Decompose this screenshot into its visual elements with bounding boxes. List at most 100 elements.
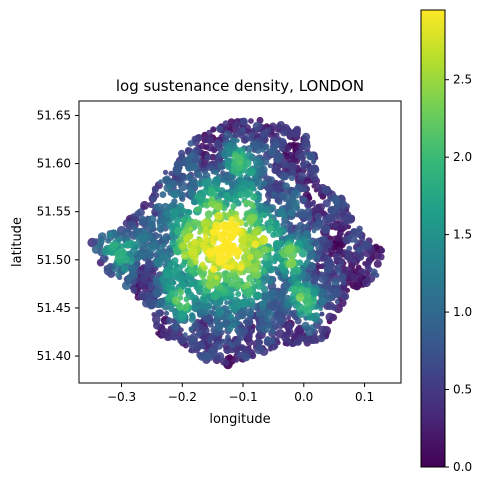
- scatter-point: [228, 264, 234, 270]
- scatter-point: [227, 118, 235, 126]
- scatter-point: [135, 255, 142, 262]
- scatter-point: [175, 218, 181, 224]
- scatter-point: [252, 157, 262, 167]
- scatter-point: [304, 212, 313, 220]
- scatter-point: [190, 162, 199, 172]
- y-tick-label: 51.65: [37, 108, 71, 122]
- scatter-point: [276, 198, 283, 205]
- scatter-point: [224, 180, 230, 186]
- scatter-point: [284, 193, 291, 200]
- scatter-point: [282, 182, 291, 191]
- scatter-point: [280, 129, 288, 137]
- scatter-point: [251, 228, 259, 237]
- scatter-point: [321, 235, 327, 241]
- scatter-point: [194, 206, 201, 213]
- scatter-point: [233, 357, 239, 363]
- y-tick-label: 51.60: [37, 157, 71, 171]
- scatter-point: [191, 218, 199, 226]
- scatter-point: [202, 226, 209, 232]
- scatter-point: [233, 144, 238, 150]
- scatter-point: [144, 251, 153, 259]
- scatter-point: [350, 273, 357, 280]
- scatter-point: [377, 253, 385, 261]
- scatter-point: [259, 235, 269, 245]
- scatter-point: [245, 215, 256, 225]
- scatter-point: [267, 176, 276, 185]
- scatter-point: [321, 246, 328, 253]
- scatter-point: [167, 185, 173, 190]
- scatter-point: [231, 225, 241, 235]
- scatter-point: [163, 175, 172, 184]
- scatter-point: [280, 287, 289, 296]
- scatter-point: [302, 132, 311, 141]
- scatter-point: [114, 249, 123, 258]
- scatter-point: [121, 255, 130, 264]
- scatter-point: [254, 146, 262, 154]
- scatter-point: [318, 306, 323, 312]
- colorbar: [420, 9, 446, 468]
- scatter-point: [194, 192, 203, 201]
- scatter-point: [282, 283, 288, 289]
- scatter-point: [260, 130, 269, 139]
- scatter-point: [182, 332, 188, 338]
- scatter-point: [298, 248, 308, 258]
- scatter-point: [146, 243, 157, 253]
- scatter-point: [201, 352, 211, 361]
- x-axis: −0.3 −0.2 −0.1 0.0 0.1: [107, 383, 374, 404]
- scatter-point: [185, 166, 191, 172]
- scatter-point: [286, 315, 291, 321]
- scatter-point: [115, 271, 122, 278]
- scatter-point: [249, 352, 257, 360]
- scatter-point: [273, 164, 279, 170]
- scatter-point: [177, 288, 185, 296]
- scatter-point: [216, 125, 224, 133]
- scatter-point: [264, 183, 274, 193]
- scatter-point: [222, 120, 230, 127]
- scatter-point: [325, 312, 335, 322]
- scatter-point: [252, 293, 257, 299]
- scatter-point: [214, 340, 224, 350]
- scatter-point: [321, 210, 328, 217]
- scatter-point: [257, 184, 263, 191]
- scatter-point: [155, 288, 163, 296]
- colorbar-axis: 0.0 0.5 1.0 1.5 2.0 2.5: [445, 73, 472, 474]
- scatter-point: [223, 192, 231, 201]
- scatter-point: [165, 317, 173, 325]
- scatter-point: [183, 236, 190, 244]
- scatter-point: [171, 296, 181, 305]
- scatter-point: [325, 214, 334, 223]
- scatter-point: [247, 226, 253, 232]
- scatter-point: [304, 142, 310, 148]
- scatter-point: [237, 190, 246, 199]
- scatter-point: [219, 221, 229, 231]
- scatter-point: [188, 280, 195, 288]
- scatter-point: [158, 179, 163, 184]
- scatter-point: [181, 207, 187, 214]
- scatter-point: [261, 180, 268, 187]
- scatter-point: [199, 295, 207, 304]
- scatter-point: [238, 344, 246, 352]
- scatter-point: [359, 235, 366, 242]
- scatter-point: [187, 189, 196, 198]
- scatter-point: [268, 337, 276, 345]
- scatter-point: [285, 321, 294, 330]
- scatter-point: [130, 278, 137, 286]
- scatter-point: [265, 206, 270, 212]
- scatter-point: [233, 121, 241, 129]
- scatter-point: [125, 274, 133, 282]
- scatter-point: [294, 266, 302, 275]
- scatter-point: [216, 187, 221, 193]
- scatter-point: [286, 258, 297, 269]
- scatter-point: [215, 257, 224, 266]
- scatter-point: [249, 328, 255, 334]
- scatter-point: [267, 225, 274, 232]
- scatter-point: [160, 243, 166, 248]
- scatter-point: [262, 253, 270, 261]
- scatter-point: [199, 242, 206, 248]
- scatter-point: [205, 280, 215, 290]
- scatter-point: [227, 341, 232, 346]
- scatter-point: [188, 266, 196, 274]
- scatter-point: [161, 319, 167, 325]
- scatter-point: [188, 152, 196, 160]
- scatter-point: [301, 321, 310, 330]
